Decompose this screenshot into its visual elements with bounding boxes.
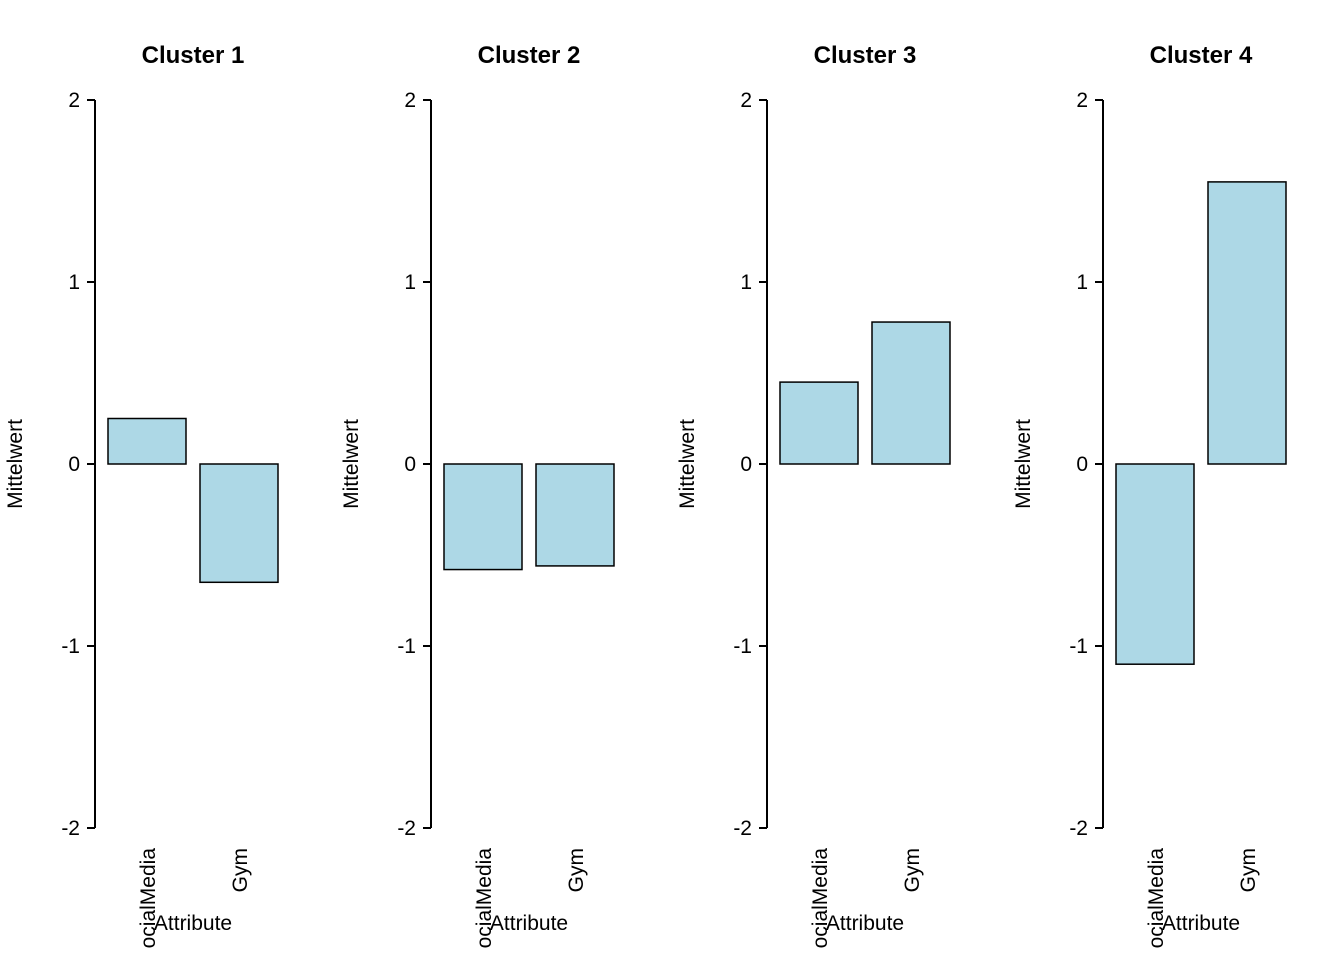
y-tick-label: -2 bbox=[397, 817, 416, 840]
panel-title: Cluster 4 bbox=[1150, 42, 1253, 69]
x-axis-title: Attribute bbox=[826, 912, 904, 935]
y-axis-title: Mittelwert bbox=[4, 419, 27, 509]
y-tick-label: 0 bbox=[740, 453, 752, 476]
x-tick-label-ocialmedia: ocialMedia bbox=[1145, 848, 1168, 949]
panel-title: Cluster 1 bbox=[142, 42, 245, 69]
y-tick-label: 0 bbox=[404, 453, 416, 476]
y-axis-title: Mittelwert bbox=[340, 419, 363, 509]
bar-gym bbox=[871, 321, 951, 465]
y-tick-label: 1 bbox=[740, 271, 752, 294]
y-tick-label: 2 bbox=[740, 89, 752, 112]
x-tick-label-ocialmedia: ocialMedia bbox=[473, 848, 496, 949]
y-tick-label: 2 bbox=[68, 89, 80, 112]
bar-ocialmedia bbox=[1115, 463, 1195, 665]
bar-ocialmedia bbox=[443, 463, 523, 571]
bar-ocialmedia bbox=[779, 381, 859, 465]
x-tick-label-gym: Gym bbox=[901, 848, 924, 892]
y-tick-label: 0 bbox=[1076, 453, 1088, 476]
x-tick-label-gym: Gym bbox=[229, 848, 252, 892]
y-tick-label: 1 bbox=[1076, 271, 1088, 294]
y-tick-label: -1 bbox=[1069, 635, 1088, 658]
x-axis-title: Attribute bbox=[154, 912, 232, 935]
bar-gym bbox=[1207, 181, 1287, 465]
x-tick-label-ocialmedia: ocialMedia bbox=[137, 848, 160, 949]
panel-title: Cluster 3 bbox=[814, 42, 917, 69]
x-axis-title: Attribute bbox=[490, 912, 568, 935]
bar-gym bbox=[535, 463, 615, 567]
cluster-panel-4: Cluster 4 -2 -1 0 1 2 Mittelwert ocialMedia Gym A… bbox=[1012, 42, 1287, 949]
y-tick-label: -2 bbox=[1069, 817, 1088, 840]
y-tick-label: -1 bbox=[397, 635, 416, 658]
bar-ocialmedia bbox=[107, 417, 187, 465]
y-axis-title: Mittelwert bbox=[676, 419, 699, 509]
y-tick-label: -2 bbox=[61, 817, 80, 840]
y-tick-label: 1 bbox=[68, 271, 80, 294]
bar-gym bbox=[199, 463, 279, 584]
y-tick-label: -1 bbox=[61, 635, 80, 658]
x-tick-label-gym: Gym bbox=[1237, 848, 1260, 892]
cluster-panel-3: Cluster 3 -2 -1 0 1 2 Mittelwert ocialMedia Gym A… bbox=[676, 42, 951, 949]
y-tick-label: -1 bbox=[733, 635, 752, 658]
y-axis-title: Mittelwert bbox=[1012, 419, 1035, 509]
panel-title: Cluster 2 bbox=[478, 42, 581, 69]
y-tick-label: 2 bbox=[1076, 89, 1088, 112]
cluster-panel-1: Cluster 1 -2 -1 0 1 2 Mittelwert ocialMedia Gym A… bbox=[4, 42, 279, 949]
x-tick-label-ocialmedia: ocialMedia bbox=[809, 848, 832, 949]
y-tick-label: 0 bbox=[68, 453, 80, 476]
y-tick-label: 2 bbox=[404, 89, 416, 112]
y-tick-label: 1 bbox=[404, 271, 416, 294]
x-tick-label-gym: Gym bbox=[565, 848, 588, 892]
x-axis-title: Attribute bbox=[1162, 912, 1240, 935]
cluster-panel-2: Cluster 2 -2 -1 0 1 2 Mittelwert ocialMedia Gym A… bbox=[340, 42, 615, 949]
y-tick-label: -2 bbox=[733, 817, 752, 840]
